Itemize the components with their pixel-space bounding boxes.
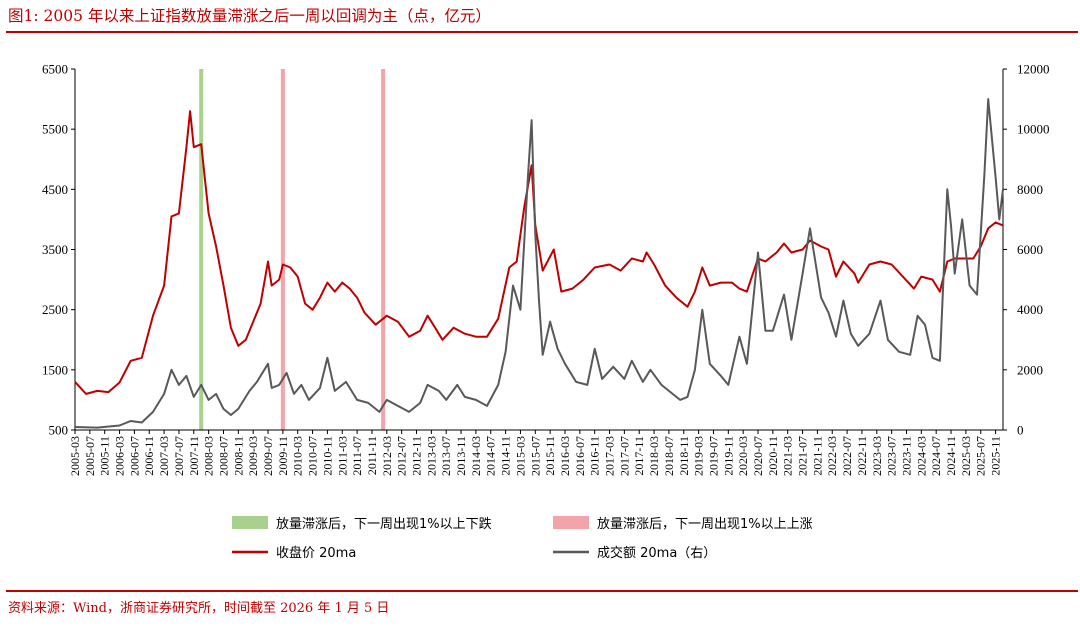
x-tick-label: 2007-07 bbox=[172, 436, 186, 476]
x-tick-label: 2020-11 bbox=[766, 436, 780, 476]
legend-swatch-down bbox=[232, 516, 268, 529]
x-tick-label: 2023-11 bbox=[899, 436, 913, 476]
y-left-tick-label: 4500 bbox=[42, 182, 68, 197]
y-right-tick-label: 6000 bbox=[1017, 242, 1043, 257]
x-tick-label: 2010-11 bbox=[320, 436, 334, 476]
y-right-tick-label: 10000 bbox=[1017, 122, 1050, 137]
x-tick-label: 2024-07 bbox=[929, 436, 943, 476]
x-tick-label: 2009-11 bbox=[276, 436, 290, 476]
x-tick-label: 2006-11 bbox=[142, 436, 156, 476]
x-tick-label: 2019-03 bbox=[692, 436, 706, 476]
x-tick-label: 2013-07 bbox=[439, 436, 453, 476]
legend-label-up: 放量滞涨后，下一周出现1%以上上涨 bbox=[597, 517, 813, 532]
x-tick-label: 2006-03 bbox=[113, 436, 127, 476]
top-rule bbox=[6, 31, 1078, 33]
x-tick-label: 2016-07 bbox=[573, 436, 587, 476]
y-right-tick-label: 0 bbox=[1017, 423, 1024, 438]
x-tick-label: 2017-07 bbox=[617, 436, 631, 476]
source-note: 资料来源：Wind，浙商证券研究所，时间截至 2026 年 1 月 5 日 bbox=[8, 601, 390, 616]
x-tick-label: 2015-11 bbox=[543, 436, 557, 476]
event-band bbox=[381, 69, 386, 430]
legend-label-down: 放量滞涨后，下一周出现1%以上下跌 bbox=[276, 516, 492, 532]
x-tick-label: 2012-11 bbox=[410, 436, 424, 476]
series-lines bbox=[74, 98, 1004, 429]
x-tick-label: 2007-11 bbox=[187, 436, 201, 476]
x-tick-label: 2022-03 bbox=[825, 436, 839, 476]
x-tick-label: 2022-07 bbox=[840, 436, 854, 476]
x-tick-label: 2009-07 bbox=[261, 436, 275, 476]
x-tick-label: 2023-03 bbox=[870, 436, 884, 476]
legend-swatch-up bbox=[553, 516, 589, 529]
legend-label-close: 收盘价 20ma bbox=[276, 545, 356, 561]
x-tick-label: 2018-07 bbox=[662, 436, 676, 476]
y-left-tick-label: 2500 bbox=[42, 302, 68, 317]
x-tick-label: 2012-07 bbox=[395, 436, 409, 476]
x-tick-label: 2008-07 bbox=[216, 436, 230, 476]
x-tick-label: 2019-11 bbox=[721, 436, 735, 476]
x-tick-label: 2018-11 bbox=[677, 436, 691, 476]
y-left-tick-label: 6500 bbox=[42, 62, 68, 77]
x-tick-label: 2021-11 bbox=[810, 436, 824, 476]
x-tick-label: 2005-11 bbox=[98, 436, 112, 476]
event-band bbox=[199, 69, 204, 430]
event-bands bbox=[199, 69, 386, 430]
figure-title: 图1: 2005 年以来上证指数放量滞涨之后一周以回调为主（点，亿元） bbox=[8, 7, 491, 25]
x-tick-label: 2015-07 bbox=[528, 436, 542, 476]
x-tick-label: 2023-07 bbox=[885, 436, 899, 476]
x-tick-label: 2012-03 bbox=[380, 436, 394, 476]
x-tick-label: 2007-03 bbox=[157, 436, 171, 476]
x-tick-label: 2015-03 bbox=[513, 436, 527, 476]
x-tick-label: 2011-07 bbox=[350, 436, 364, 476]
x-tick-label: 2017-11 bbox=[632, 436, 646, 476]
x-tick-label: 2025-03 bbox=[959, 436, 973, 476]
legend-label-volume: 成交额 20ma（右） bbox=[597, 545, 716, 561]
x-tick-label: 2009-03 bbox=[246, 436, 260, 476]
x-tick-label: 2016-03 bbox=[558, 436, 572, 476]
volume-20ma-line bbox=[74, 98, 1004, 429]
x-tick-label: 2021-03 bbox=[781, 436, 795, 476]
x-tick-label: 2010-03 bbox=[291, 436, 305, 476]
x-tick-label: 2014-07 bbox=[484, 436, 498, 476]
x-tick-label: 2016-11 bbox=[588, 436, 602, 476]
bottom-rule bbox=[6, 590, 1078, 592]
x-tick-label: 2014-03 bbox=[469, 436, 483, 476]
x-tick-label: 2010-07 bbox=[306, 436, 320, 476]
x-tick-label: 2020-03 bbox=[736, 436, 750, 476]
y-right-tick-label: 2000 bbox=[1017, 362, 1043, 377]
x-tick-label: 2025-11 bbox=[989, 436, 1003, 476]
x-tick-label: 2021-07 bbox=[796, 436, 810, 476]
y-right-tick-label: 4000 bbox=[1017, 302, 1043, 317]
x-tick-label: 2005-07 bbox=[83, 436, 97, 476]
y-right-tick-label: 8000 bbox=[1017, 182, 1043, 197]
x-tick-label: 2005-03 bbox=[68, 436, 82, 476]
event-band bbox=[280, 69, 285, 430]
y-left-tick-label: 1500 bbox=[42, 362, 68, 377]
x-tick-label: 2018-03 bbox=[647, 436, 661, 476]
chart: 500 1500 2500 3500 4500 5500 6500 0 2000 4000 6000… bbox=[42, 62, 1050, 562]
close-20ma-line bbox=[74, 110, 1004, 395]
x-tick-label: 2020-07 bbox=[751, 436, 765, 476]
axes: 500 1500 2500 3500 4500 5500 6500 0 2000 4000 6000… bbox=[42, 62, 1050, 477]
x-tick-label: 2011-11 bbox=[365, 436, 379, 475]
x-tick-label: 2022-11 bbox=[855, 436, 869, 476]
x-tick-label: 2013-03 bbox=[424, 436, 438, 476]
x-tick-label: 2017-03 bbox=[603, 436, 617, 476]
x-tick-label: 2011-03 bbox=[335, 436, 349, 476]
x-tick-label: 2019-07 bbox=[706, 436, 720, 476]
y-left-tick-label: 500 bbox=[49, 423, 69, 438]
x-tick-label: 2024-11 bbox=[944, 436, 958, 476]
x-tick-label: 2025-07 bbox=[974, 436, 988, 476]
x-tick-label: 2014-11 bbox=[499, 436, 513, 476]
x-tick-label: 2008-03 bbox=[202, 436, 216, 476]
x-tick-label: 2006-07 bbox=[127, 436, 141, 476]
x-tick-label: 2024-03 bbox=[914, 436, 928, 476]
y-right-tick-label: 12000 bbox=[1017, 62, 1050, 77]
y-left-tick-label: 5500 bbox=[42, 122, 68, 137]
y-left-tick-label: 3500 bbox=[42, 242, 68, 257]
x-tick-label: 2013-11 bbox=[454, 436, 468, 476]
x-tick-label: 2008-11 bbox=[231, 436, 245, 476]
